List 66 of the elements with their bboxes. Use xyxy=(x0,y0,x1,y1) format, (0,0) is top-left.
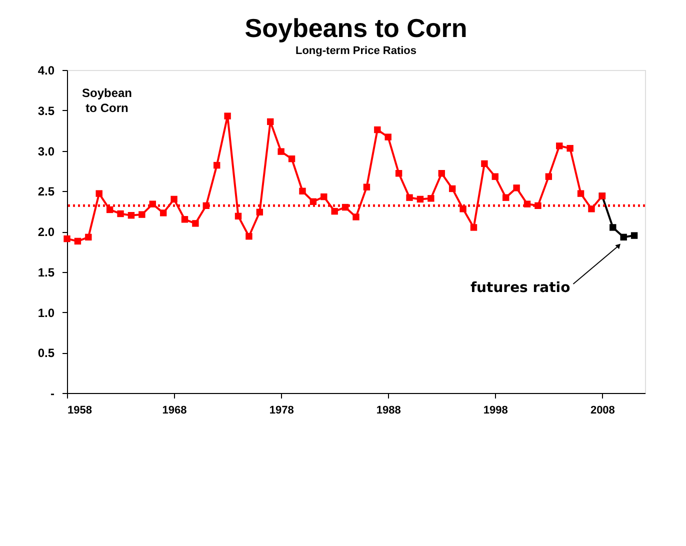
x-tick-label: 1988 xyxy=(376,404,401,416)
x-tick-label: 1968 xyxy=(162,404,187,416)
point xyxy=(406,194,413,201)
point xyxy=(502,194,510,201)
point xyxy=(288,155,296,162)
y-tick-label: - xyxy=(50,386,54,400)
y-tick-label: 1.0 xyxy=(38,306,55,320)
point xyxy=(96,190,102,197)
annotation: futures ratio xyxy=(470,280,571,296)
point xyxy=(566,144,574,152)
y-axis-title: Soybean to Corn xyxy=(82,86,132,115)
point xyxy=(620,234,627,241)
point xyxy=(577,190,584,197)
point xyxy=(363,184,370,190)
point xyxy=(384,134,392,140)
point xyxy=(545,173,552,180)
point xyxy=(85,234,92,241)
x-tick-label: 2008 xyxy=(590,404,615,416)
point xyxy=(234,212,242,220)
y-tick-label: 2.0 xyxy=(38,225,55,239)
point xyxy=(416,196,424,203)
y-tick-label: 2.5 xyxy=(38,184,55,199)
point xyxy=(214,162,220,169)
point xyxy=(192,220,199,227)
point xyxy=(556,142,563,150)
point xyxy=(246,232,252,240)
point xyxy=(460,206,466,212)
point xyxy=(299,188,306,194)
y-tick-label: 3.5 xyxy=(38,104,55,118)
point xyxy=(492,173,498,180)
point xyxy=(481,160,488,168)
y-tick-label: 3.0 xyxy=(38,144,55,158)
point xyxy=(128,212,135,219)
point xyxy=(170,196,178,203)
x-tick-label: 1998 xyxy=(483,404,508,416)
point xyxy=(74,238,82,245)
point xyxy=(64,235,70,242)
y-tick-label: 0.5 xyxy=(38,346,55,360)
chart-title: Soybeans to Corn xyxy=(244,13,468,43)
y-tick-label: 4.0 xyxy=(38,64,55,78)
chart-subtitle: Long-term Price Ratios xyxy=(295,45,417,57)
point xyxy=(278,148,284,155)
point xyxy=(224,112,231,120)
point xyxy=(630,232,638,239)
point xyxy=(267,118,274,126)
x-tick-label: 1958 xyxy=(68,404,92,416)
point xyxy=(331,208,338,215)
point xyxy=(374,126,381,134)
point xyxy=(106,206,114,214)
point xyxy=(256,208,264,216)
point xyxy=(438,170,445,177)
point xyxy=(448,185,456,192)
x-tick-label: 1978 xyxy=(269,404,294,416)
point xyxy=(181,216,188,223)
point xyxy=(610,224,616,231)
point xyxy=(395,170,402,177)
point xyxy=(160,210,167,216)
point xyxy=(428,195,434,202)
point xyxy=(310,198,317,205)
point xyxy=(320,193,328,200)
point xyxy=(138,211,146,218)
point xyxy=(352,214,360,220)
y-tick-label: 1.5 xyxy=(38,265,55,280)
point xyxy=(470,224,478,231)
point xyxy=(117,210,124,218)
point xyxy=(513,184,520,192)
